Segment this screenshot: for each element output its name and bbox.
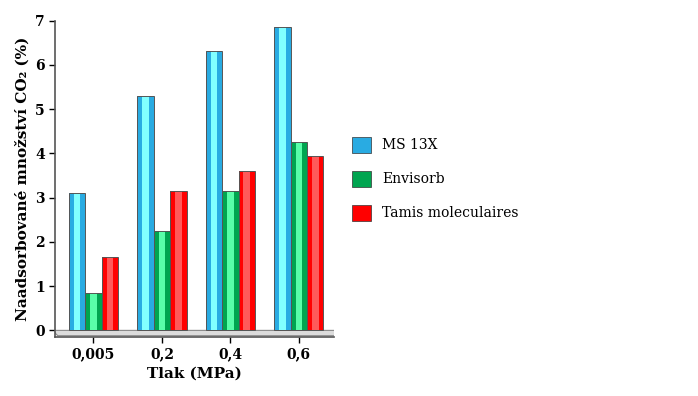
Bar: [283, 27, 290, 330]
Bar: [102, 257, 118, 330]
Bar: [142, 96, 149, 330]
Bar: [74, 193, 80, 330]
Bar: [69, 193, 77, 330]
Bar: [138, 96, 145, 330]
X-axis label: Tlak (MPa): Tlak (MPa): [147, 367, 242, 381]
Bar: [247, 171, 255, 330]
Bar: [94, 293, 102, 330]
Bar: [85, 293, 94, 330]
Bar: [170, 191, 186, 330]
Bar: [178, 191, 186, 330]
Bar: [239, 171, 255, 330]
Bar: [138, 96, 154, 330]
Bar: [154, 231, 170, 330]
Bar: [90, 293, 97, 330]
Bar: [222, 191, 230, 330]
Bar: [307, 156, 315, 330]
Bar: [175, 191, 181, 330]
Bar: [206, 51, 222, 330]
Bar: [145, 96, 154, 330]
Bar: [222, 191, 239, 330]
Bar: [274, 27, 283, 330]
Bar: [244, 171, 250, 330]
Bar: [299, 142, 307, 330]
Bar: [290, 142, 299, 330]
Bar: [110, 257, 118, 330]
Bar: [279, 27, 285, 330]
Bar: [315, 156, 323, 330]
Bar: [206, 51, 214, 330]
Bar: [162, 231, 170, 330]
Bar: [312, 156, 318, 330]
Bar: [77, 193, 85, 330]
Bar: [211, 51, 217, 330]
Bar: [307, 156, 323, 330]
Y-axis label: Naadsorbované množství CO₂ (%): Naadsorbované množství CO₂ (%): [15, 36, 29, 321]
Bar: [158, 231, 165, 330]
Bar: [230, 191, 239, 330]
Bar: [102, 257, 110, 330]
Polygon shape: [52, 330, 346, 336]
Bar: [227, 191, 234, 330]
Bar: [214, 51, 222, 330]
Bar: [290, 142, 307, 330]
Bar: [69, 193, 85, 330]
Legend: MS 13X, Envisorb, Tamis moleculaires: MS 13X, Envisorb, Tamis moleculaires: [346, 131, 524, 227]
Bar: [274, 27, 290, 330]
Bar: [154, 231, 162, 330]
Bar: [170, 191, 178, 330]
Bar: [239, 171, 247, 330]
Bar: [107, 257, 113, 330]
Bar: [85, 293, 102, 330]
Bar: [295, 142, 302, 330]
